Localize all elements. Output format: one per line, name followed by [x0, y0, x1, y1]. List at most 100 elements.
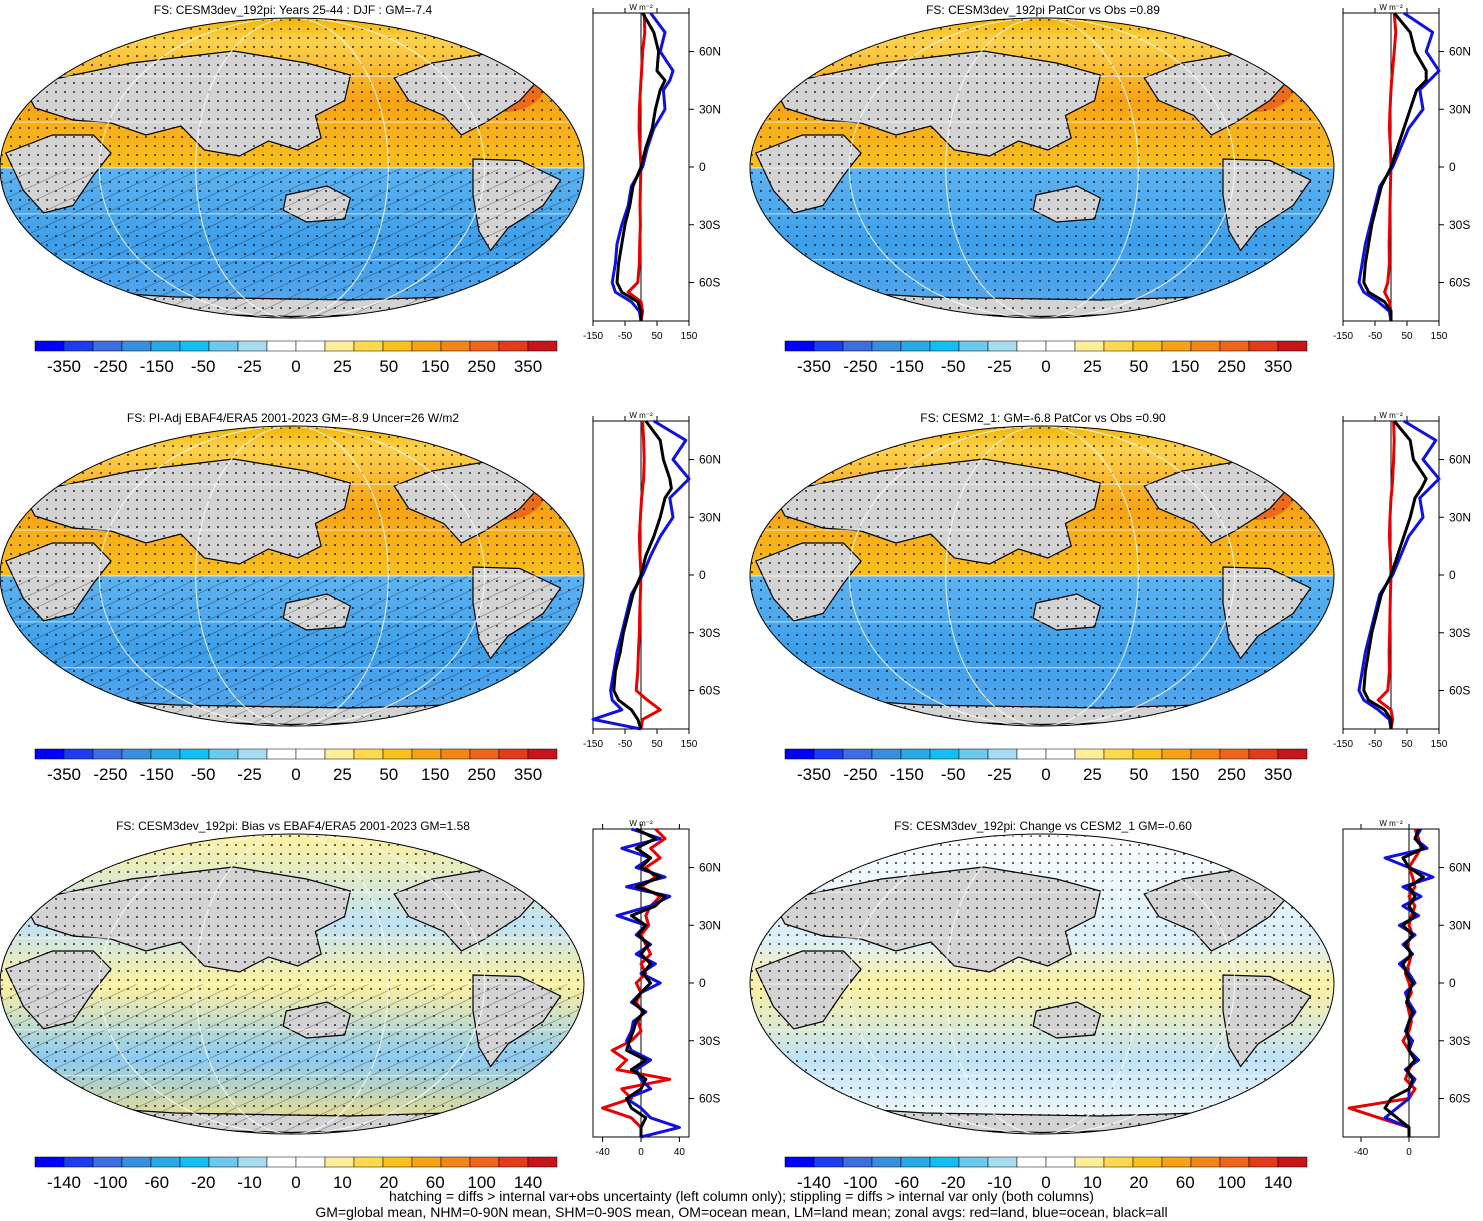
x-tick-label: 150 [681, 739, 698, 750]
colorbar-swatch [987, 1156, 1018, 1168]
colorbar-swatch [1074, 340, 1105, 352]
series-land [1376, 420, 1396, 730]
colorbar-swatch [871, 1156, 902, 1168]
panel-title: FS: PI-Adj EBAF4/ERA5 2001-2023 GM=-8.9 … [127, 411, 459, 425]
profile-unit: W m⁻² [1379, 411, 1403, 420]
y-tick-label: 60S [699, 684, 720, 698]
colorbar-swatch [324, 340, 355, 352]
colorbar-swatch [842, 340, 873, 352]
colorbar-swatch [295, 1156, 326, 1168]
colorbar-label: -350 [47, 765, 81, 784]
colorbar-swatch [353, 748, 384, 760]
colorbar-swatch [1190, 340, 1221, 352]
colorbar-swatch [411, 748, 442, 760]
colorbar-label: 25 [1083, 765, 1102, 784]
graticule-lon [98, 18, 486, 318]
x-tick-label: 150 [1431, 331, 1448, 342]
colorbar-label: -50 [191, 765, 216, 784]
x-tick-label: 150 [1431, 739, 1448, 750]
colorbar-swatch [179, 1156, 210, 1168]
colorbar-swatch [498, 748, 529, 760]
series-land [1383, 12, 1398, 321]
y-tick-label: 30S [699, 626, 720, 640]
colorbar-swatch [1045, 1156, 1076, 1168]
colorbar-label: -350 [47, 357, 81, 376]
colorbar-swatch [929, 340, 960, 352]
colorbar-label: 150 [1171, 357, 1199, 376]
graticule-lon [945, 18, 1139, 318]
colorbar-swatch [411, 340, 442, 352]
colorbar-label: 350 [514, 765, 542, 784]
colorbar-swatch [382, 1156, 413, 1168]
colorbar-label: -50 [941, 765, 966, 784]
panel-5: FS: CESM3dev_192pi: Bias vs EBAF4/ERA5 2… [0, 819, 721, 1192]
colorbar-label: 250 [1217, 357, 1245, 376]
colorbar-label: 10 [1083, 1173, 1102, 1192]
colorbar-label: 350 [514, 357, 542, 376]
graticule-lon [848, 834, 1236, 1134]
x-tick-label: 150 [681, 331, 698, 342]
colorbar-label: -250 [843, 357, 877, 376]
colorbar-swatch [63, 1156, 94, 1168]
y-tick-label: 60S [1449, 684, 1470, 698]
colorbar-swatch [527, 748, 558, 760]
colorbar-swatch [1103, 1156, 1134, 1168]
colorbar-label: 10 [333, 1173, 352, 1192]
colorbar-swatch [1161, 1156, 1192, 1168]
map-border [0, 425, 585, 727]
panel-title: FS: CESM3dev_192pi: Years 25-44 : DJF : … [154, 3, 433, 17]
colorbar-swatch [1248, 340, 1279, 352]
map-border [749, 425, 1335, 727]
map-field [0, 18, 584, 318]
colorbar-label: -250 [93, 765, 127, 784]
colorbar-swatch [498, 1156, 529, 1168]
y-tick-label: 60N [1449, 861, 1471, 875]
series-land [626, 12, 647, 322]
y-tick-label: 30S [1449, 626, 1470, 640]
map-field [750, 426, 1334, 726]
colorbar-label: 50 [379, 357, 398, 376]
panel-2: FS: CESM3dev_192pi PatCor vs Obs =0.89 -3… [749, 3, 1471, 376]
zonal-profile: W m⁻² 60N 30N 0 30S 60S -40 0 40 [592, 819, 721, 1158]
series-all [1383, 828, 1425, 1137]
x-tick-label: -150 [1333, 739, 1353, 750]
x-tick-label: 40 [674, 1147, 686, 1158]
colorbar-label: 25 [333, 765, 352, 784]
colorbar-swatch [150, 748, 181, 760]
map-field [0, 834, 584, 1134]
panel-title: FS: CESM3dev_192pi PatCor vs Obs =0.89 [926, 3, 1160, 17]
y-tick-label: 30N [1449, 102, 1471, 116]
colorbar-swatch [842, 748, 873, 760]
colorbar-label: -140 [47, 1173, 81, 1192]
x-tick-label: -150 [1333, 331, 1353, 342]
colorbar-swatch [871, 340, 902, 352]
colorbar-label: -25 [987, 357, 1012, 376]
footer-line-2: GM=global mean, NHM=0-90N mean, SHM=0-90… [315, 1204, 1168, 1220]
colorbar-swatch [958, 340, 989, 352]
colorbar-label: 50 [1129, 765, 1148, 784]
colorbar-swatch [237, 1156, 268, 1168]
map-border [749, 833, 1335, 1135]
zonal-profile: W m⁻² 60N 30N 0 30S 60S -150 -50 50 150 [583, 3, 721, 342]
colorbar-swatch [34, 748, 65, 760]
colorbar-label: 0 [1041, 765, 1050, 784]
colorbar-swatch [784, 1156, 815, 1168]
colorbar-swatch [121, 1156, 152, 1168]
colorbar-swatch [469, 1156, 500, 1168]
colorbar-label: -60 [145, 1173, 170, 1192]
colorbar-label: 50 [379, 765, 398, 784]
y-tick-label: 60N [699, 453, 721, 467]
colorbar-label: 150 [1171, 765, 1199, 784]
colorbar-swatch [1016, 1156, 1047, 1168]
y-tick-label: 30S [699, 1034, 720, 1048]
colorbar-swatch [1277, 340, 1308, 352]
colorbar-swatch [353, 340, 384, 352]
y-tick-label: 60S [699, 1092, 720, 1106]
colorbar-swatch [871, 748, 902, 760]
series-all [625, 827, 667, 1137]
colorbar-label: 0 [1041, 357, 1050, 376]
map-border [749, 17, 1335, 319]
graticule-lon [195, 834, 389, 1134]
colorbar-swatch [1132, 340, 1163, 352]
